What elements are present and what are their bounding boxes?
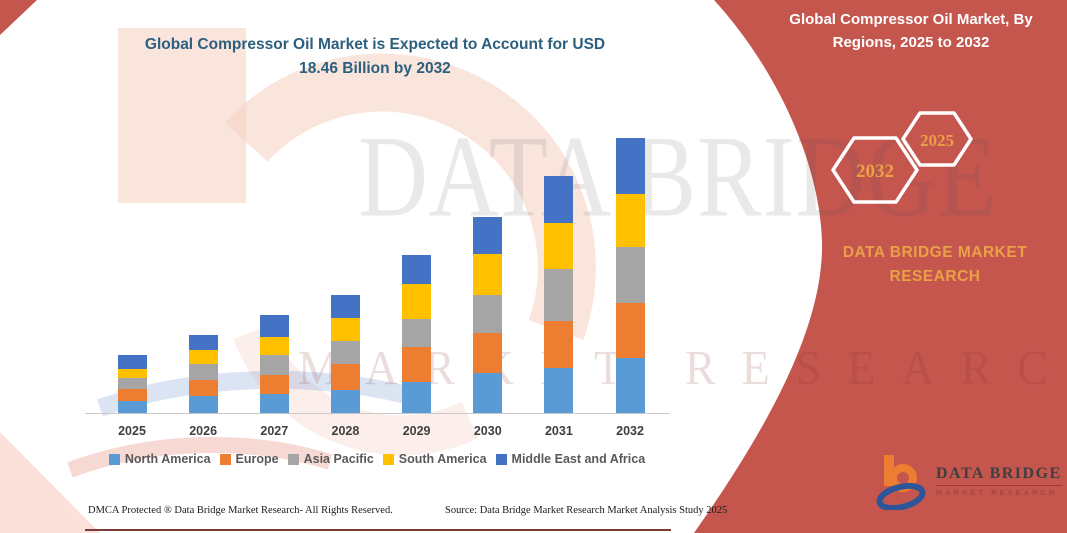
- bar-segment-2032-asia-pacific: [615, 247, 645, 304]
- bar-segment-2025-north-america: [117, 401, 147, 413]
- bar-segment-2029-north-america: [402, 381, 432, 413]
- bar-segment-2029-south-america: [402, 284, 432, 320]
- stacked-bar-chart: [85, 120, 669, 413]
- x-axis-label-2031: 2031: [544, 424, 573, 438]
- bar-segment-2026-north-america: [188, 396, 218, 413]
- bar-segment-2028-north-america: [330, 390, 360, 413]
- hexagon-2032-label: 2032: [856, 161, 894, 182]
- bar-segment-2027-asia-pacific: [259, 355, 289, 376]
- x-axis-label-2029: 2029: [402, 424, 431, 438]
- bar-segment-2025-asia-pacific: [117, 378, 147, 390]
- footer-source-text: Source: Data Bridge Market Research Mark…: [445, 505, 728, 516]
- bar-segment-2025-middle-east-and-africa: [117, 354, 147, 369]
- bar-2029: [402, 254, 432, 413]
- bar-segment-2032-south-america: [615, 193, 645, 248]
- legend-label: Asia Pacific: [303, 452, 374, 466]
- bar-2030: [473, 216, 503, 413]
- bar-segment-2031-north-america: [544, 368, 574, 413]
- corner-triangle: [0, 0, 37, 35]
- bar-segment-2028-europe: [330, 364, 360, 391]
- legend-item-middle-east-and-africa: Middle East and Africa: [495, 452, 646, 466]
- year-hexagons: 2032 2025: [831, 111, 973, 204]
- bar-segment-2026-middle-east-and-africa: [188, 335, 218, 351]
- bar-segment-2027-north-america: [259, 394, 289, 413]
- hexagon-2025-label: 2025: [920, 131, 954, 150]
- legend-swatch-icon: [219, 453, 231, 465]
- bar-2026: [188, 335, 218, 413]
- legend-swatch-icon: [108, 453, 120, 465]
- bar-segment-2026-asia-pacific: [188, 364, 218, 381]
- bar-segment-2028-middle-east-and-africa: [330, 295, 360, 318]
- legend-swatch-icon: [287, 453, 299, 465]
- bar-segment-2031-europe: [544, 320, 574, 369]
- bar-segment-2029-europe: [402, 346, 432, 382]
- bar-segment-2027-middle-east-and-africa: [259, 315, 289, 337]
- bar-segment-2032-north-america: [615, 358, 645, 413]
- bar-segment-2030-asia-pacific: [473, 295, 503, 334]
- bar-segment-2027-europe: [259, 375, 289, 395]
- legend-swatch-icon: [495, 453, 507, 465]
- bar-segment-2029-middle-east-and-africa: [402, 254, 432, 285]
- x-axis-label-2030: 2030: [473, 424, 502, 438]
- legend-item-asia-pacific: Asia Pacific: [287, 452, 374, 466]
- bar-segment-2026-europe: [188, 380, 218, 397]
- bar-segment-2028-asia-pacific: [330, 341, 360, 365]
- legend-swatch-icon: [382, 453, 394, 465]
- brand-line1: DATA BRIDGE MARKET: [842, 244, 1028, 261]
- side-panel-title-line1: Global Compressor Oil Market, By: [789, 11, 1033, 28]
- x-axis-label-2026: 2026: [189, 424, 218, 438]
- legend-label: Europe: [235, 452, 279, 466]
- legend-label: Middle East and Africa: [511, 452, 646, 466]
- bar-segment-2030-europe: [473, 333, 503, 374]
- bar-segment-2030-middle-east-and-africa: [473, 216, 503, 255]
- footer-rule: [85, 529, 671, 531]
- x-axis-line: [85, 413, 670, 414]
- company-logo-icon: [876, 455, 926, 510]
- footer-dmca-text: DMCA Protected ® Data Bridge Market Rese…: [88, 505, 393, 516]
- bar-segment-2032-middle-east-and-africa: [615, 137, 645, 194]
- bar-segment-2031-asia-pacific: [544, 269, 574, 321]
- bar-segment-2030-south-america: [473, 254, 503, 296]
- side-panel-title: Global Compressor Oil Market, By Regions…: [765, 8, 1057, 54]
- legend-item-europe: Europe: [219, 452, 279, 466]
- bar-segment-2027-south-america: [259, 336, 289, 356]
- bar-segment-2028-south-america: [330, 317, 360, 342]
- bar-2032: [615, 137, 645, 413]
- bar-2031: [544, 176, 574, 413]
- bar-segment-2031-middle-east-and-africa: [544, 176, 574, 223]
- bar-segment-2030-north-america: [473, 373, 503, 413]
- chart-title-line1: Global Compressor Oil Market is Expected…: [144, 36, 606, 53]
- brand-line2: RESEARCH: [889, 268, 981, 285]
- legend-label: North America: [124, 452, 211, 466]
- bar-segment-2032-europe: [615, 303, 645, 359]
- chart-title: Global Compressor Oil Market is Expected…: [115, 33, 635, 81]
- x-axis-label-2027: 2027: [260, 424, 289, 438]
- bar-2027: [259, 315, 289, 413]
- hexagon-2025: [901, 111, 973, 167]
- side-panel-title-line2: Regions, 2025 to 2032: [832, 34, 990, 51]
- legend-item-south-america: South America: [382, 452, 487, 466]
- company-logo: DATA BRIDGE MARKET RESEARCH: [876, 452, 1062, 510]
- logo-divider: [936, 485, 1062, 486]
- side-panel-background: [694, 0, 1067, 533]
- legend-label: South America: [398, 452, 487, 466]
- bar-segment-2025-south-america: [117, 368, 147, 379]
- logo-subtext: MARKET RESEARCH: [936, 488, 1058, 497]
- bar-2028: [330, 295, 360, 413]
- x-axis-label-2028: 2028: [331, 424, 360, 438]
- chart-legend: North America Europe Asia Pacific South Ame…: [80, 452, 674, 466]
- bar-segment-2025-europe: [117, 389, 147, 402]
- legend-item-north-america: North America: [108, 452, 211, 466]
- chart-title-line2: 18.46 Billion by 2032: [299, 60, 451, 77]
- x-axis-label-2025: 2025: [118, 424, 146, 438]
- brand-text: DATA BRIDGE MARKET RESEARCH: [795, 241, 1067, 289]
- bar-segment-2029-asia-pacific: [402, 319, 432, 347]
- logo-name: DATA BRIDGE: [936, 465, 1062, 482]
- x-axis-label-2032: 2032: [616, 424, 644, 438]
- bar-segment-2031-south-america: [544, 222, 574, 270]
- bar-segment-2026-south-america: [188, 350, 218, 365]
- bar-2025: [117, 354, 147, 413]
- hexagon-2032: [831, 136, 919, 204]
